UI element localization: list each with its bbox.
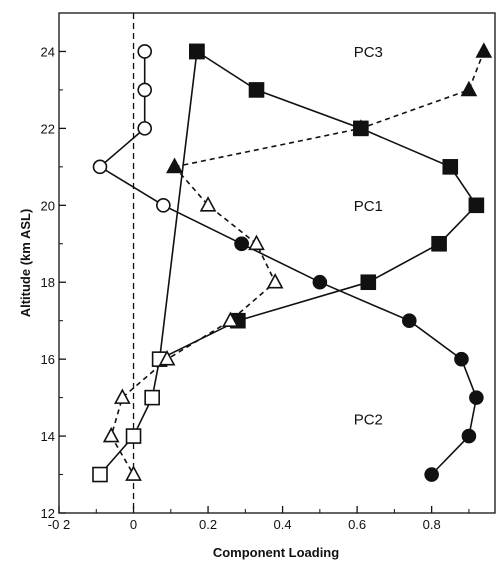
y-tick-label: 24 [41, 44, 55, 59]
annotations: PC3 PC1 PC2 [354, 44, 383, 428]
data-point-square-open [125, 428, 142, 444]
data-point-triangle-filled [460, 80, 478, 97]
data-point-square-filled [248, 82, 265, 98]
x-tick-label: 0.4 [274, 517, 292, 532]
data-point-triangle-open [248, 234, 265, 251]
connector-line [159, 319, 239, 360]
x-axis-ticks: -0 2 0 0.2 0.4 0.6 0.8 [48, 506, 470, 532]
y-tick-label: 14 [41, 429, 55, 444]
y-tick-label: 16 [41, 352, 55, 367]
y-axis-title: Altitude (km ASL) [18, 209, 33, 318]
data-point-triangle-open [102, 426, 120, 443]
data-point-circle-open [92, 159, 108, 175]
series-markers [92, 42, 493, 483]
data-point-circle-open [137, 121, 153, 136]
data-point-triangle-filled [475, 42, 493, 58]
data-point-square-filled [189, 43, 205, 60]
data-point-triangle-open [266, 273, 284, 289]
data-point-triangle-open [199, 196, 217, 212]
data-point-square-filled [360, 274, 377, 291]
data-point-triangle-open [158, 349, 176, 366]
data-point-square-open [144, 389, 160, 406]
data-point-circle-filled [424, 467, 439, 482]
data-point-circle-filled [454, 351, 469, 367]
series-label: PC3 [354, 44, 383, 61]
x-tick-label: 0.8 [423, 517, 441, 532]
data-point-circle-filled [234, 236, 249, 252]
data-point-circle-filled [312, 274, 328, 290]
y-tick-label: 20 [41, 198, 55, 213]
series-label: PC2 [354, 412, 383, 429]
data-point-circle-open [137, 82, 153, 98]
data-point-circle-filled [401, 313, 417, 328]
plot-frame [58, 12, 496, 514]
y-tick-label: 22 [41, 121, 55, 136]
data-point-circle-open [137, 44, 153, 59]
series-label: PC1 [354, 198, 383, 215]
x-tick-label: 0 [130, 517, 137, 532]
series-line-square-filled [196, 50, 478, 322]
x-tick-label: 0.2 [199, 517, 217, 532]
data-point-triangle-open [114, 388, 131, 404]
series-lines [98, 50, 485, 476]
x-tick-label: 0.6 [348, 517, 366, 532]
data-point-circle-open [156, 198, 171, 213]
x-axis-title: Component Loading [213, 545, 339, 560]
data-point-triangle-filled [166, 157, 183, 174]
data-point-triangle-open [125, 465, 142, 481]
series-line-triangle-filled [174, 51, 485, 168]
data-point-square-filled [442, 159, 459, 175]
series-line-square-open [99, 51, 198, 476]
data-point-circle-filled [469, 390, 484, 405]
data-point-triangle-open [222, 311, 239, 327]
y-axis-ticks: 12 14 16 18 20 22 24 [41, 44, 66, 521]
data-point-square-filled [431, 235, 447, 252]
data-point-circle-filled [461, 428, 477, 444]
data-point-square-open [92, 466, 108, 483]
y-tick-label: 12 [41, 506, 55, 521]
data-point-triangle-filled [352, 119, 370, 135]
x-tick-label: -0 2 [48, 517, 70, 532]
y-tick-label: 18 [41, 275, 55, 290]
data-point-square-filled [468, 197, 485, 214]
